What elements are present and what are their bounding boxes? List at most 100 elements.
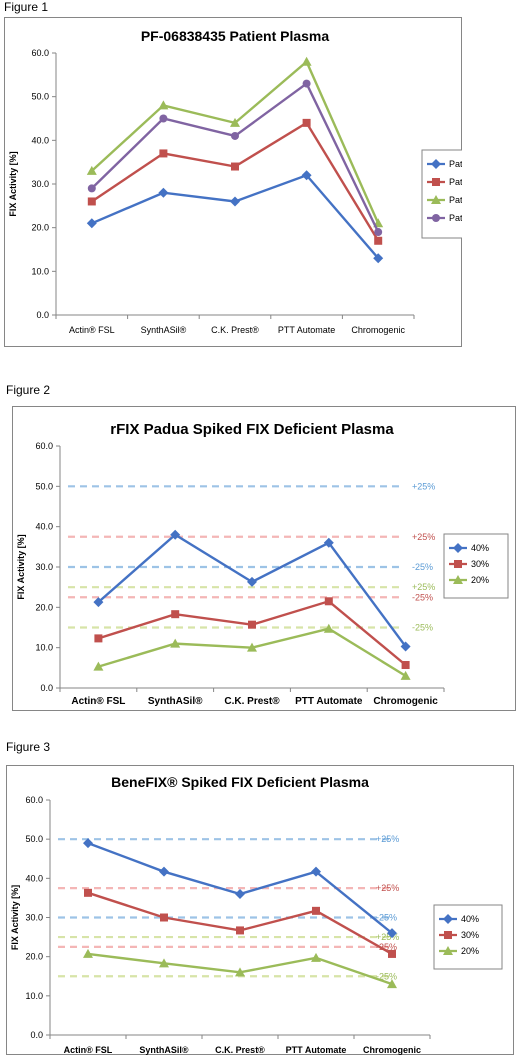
chart-rfix-padua: rFIX Padua Spiked FIX Deficient Plasma 0.… — [12, 406, 516, 711]
data-point — [400, 670, 411, 680]
data-point — [388, 949, 396, 958]
legend-marker — [453, 543, 463, 553]
data-point — [84, 888, 92, 897]
data-point — [171, 610, 180, 619]
reference-line-label: +25% — [412, 532, 435, 542]
chart-border — [6, 765, 514, 1055]
legend-marker — [453, 575, 463, 584]
data-point — [159, 866, 169, 877]
data-point — [170, 529, 181, 540]
y-tick-label: 0.0 — [30, 1030, 43, 1040]
data-point — [230, 196, 240, 207]
reference-line-label: +25% — [376, 932, 399, 942]
data-point — [83, 948, 93, 958]
data-point — [301, 56, 312, 66]
figure-1-label: Figure 1 — [4, 0, 49, 14]
data-point — [323, 623, 334, 633]
y-tick-label: 30.0 — [35, 562, 53, 572]
figure-2-label: Figure 2 — [6, 383, 51, 397]
data-point — [87, 197, 96, 206]
reference-line-label: -25% — [376, 913, 397, 923]
legend-marker — [444, 931, 452, 939]
x-tick-label: Chromogenic — [373, 696, 438, 707]
chart-border — [12, 406, 516, 711]
chart-border — [4, 17, 462, 347]
x-tick-label: SynthASil® — [141, 325, 187, 335]
data-point — [158, 187, 169, 198]
data-point — [373, 253, 384, 264]
data-point — [230, 117, 240, 127]
data-point — [235, 889, 245, 899]
y-tick-label: 20.0 — [35, 602, 53, 612]
legend-marker — [443, 946, 453, 955]
data-point — [159, 149, 168, 158]
data-point — [159, 958, 169, 968]
y-tick-label: 60.0 — [31, 48, 49, 58]
legend-label: Patient 2A — [449, 177, 462, 187]
x-tick-label: Actin® FSL — [69, 325, 115, 335]
chart-benefix: BeneFIX® Spiked FIX Deficient Plasma 0.0 1… — [6, 765, 514, 1055]
y-tick-label: 40.0 — [31, 135, 49, 145]
y-tick-label: 50.0 — [35, 481, 53, 491]
legend-marker — [443, 914, 453, 924]
chart-patient-plasma: PF-06838435 Patient Plasma 0.0 10.0 20.0 30.… — [4, 17, 462, 347]
legend-label: 30% — [471, 559, 489, 569]
y-tick-label: 30.0 — [25, 913, 43, 923]
y-tick-label: 30.0 — [31, 179, 49, 189]
reference-line-label: +25% — [412, 481, 435, 491]
reference-line-label: -25% — [412, 623, 433, 633]
figure-3-label: Figure 3 — [6, 740, 51, 754]
data-point — [401, 661, 410, 670]
data-point — [86, 218, 97, 229]
legend-label: 20% — [461, 946, 479, 956]
data-point — [231, 131, 239, 140]
data-point — [374, 236, 383, 245]
data-point — [87, 184, 96, 193]
x-tick-label: C.K. Prest® — [224, 696, 280, 707]
y-axis-label: FIX Activity [%] — [10, 885, 20, 950]
x-tick-label: Actin® FSL — [64, 1045, 113, 1055]
reference-line-label: -25% — [376, 971, 397, 981]
y-tick-label: 50.0 — [25, 834, 43, 844]
legend-label: 40% — [461, 914, 479, 924]
reference-line-label: -25% — [376, 942, 397, 952]
legend-marker — [454, 560, 462, 568]
y-axis-label: FIX Activity [%] — [16, 534, 26, 599]
data-point — [235, 967, 245, 977]
legend-label: 20% — [471, 575, 489, 585]
reference-line-label: -25% — [412, 592, 433, 602]
y-tick-label: 20.0 — [25, 952, 43, 962]
data-point — [302, 79, 311, 88]
y-tick-label: 60.0 — [35, 441, 53, 451]
data-point — [387, 928, 397, 939]
legend-marker — [431, 195, 441, 204]
y-tick-label: 0.0 — [36, 310, 49, 320]
data-point — [159, 114, 168, 123]
data-point — [231, 162, 239, 171]
chart-title: rFIX Padua Spiked FIX Deficient Plasma — [110, 421, 394, 438]
x-tick-label: PTT Automate — [295, 696, 363, 707]
legend-marker — [432, 178, 440, 186]
data-point — [400, 641, 411, 652]
legend-label: 40% — [471, 543, 489, 553]
y-tick-label: 10.0 — [31, 266, 49, 276]
data-point — [387, 979, 397, 989]
data-point — [94, 634, 103, 643]
y-tick-label: 10.0 — [35, 643, 53, 653]
data-point — [248, 620, 256, 629]
data-point — [311, 866, 321, 877]
data-point — [323, 537, 334, 548]
data-point — [374, 228, 383, 237]
data-point — [324, 597, 333, 606]
y-tick-label: 0.0 — [40, 683, 53, 693]
reference-line-label: +25% — [412, 582, 435, 592]
data-point — [302, 118, 311, 127]
y-tick-label: 10.0 — [25, 991, 43, 1001]
data-point — [158, 100, 169, 110]
data-point — [311, 952, 321, 962]
y-tick-label: 20.0 — [31, 223, 49, 233]
y-tick-label: 60.0 — [25, 795, 43, 805]
data-point — [93, 597, 104, 608]
x-tick-label: Chromogenic — [363, 1045, 421, 1055]
y-tick-label: 50.0 — [31, 92, 49, 102]
